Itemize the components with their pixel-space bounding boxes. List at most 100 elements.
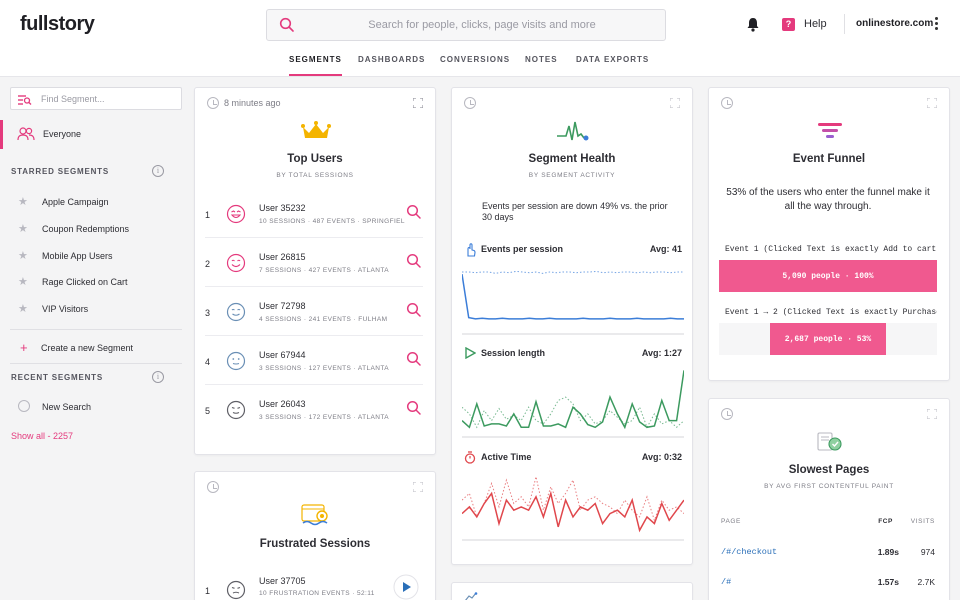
search-input[interactable] (307, 10, 657, 40)
user-name[interactable]: User 72798 (259, 301, 306, 311)
page-link[interactable]: /# (721, 577, 732, 587)
search-user-icon[interactable] (406, 351, 422, 370)
funnel-step-label: Event 1 → 2 (Clicked Text is exactly Pur… (725, 308, 937, 317)
frustrated-browser-icon (301, 504, 331, 529)
segment-label: Coupon Redemptions (42, 224, 130, 234)
sidebar-divider (10, 329, 182, 330)
global-search[interactable] (266, 9, 666, 41)
help-label: Help (804, 18, 827, 30)
metric-header: Session length Avg: 1:27 (464, 346, 682, 361)
card-title: Segment Health (528, 153, 616, 165)
search-user-icon[interactable] (406, 253, 422, 272)
recent-segment-item[interactable]: New Search (0, 398, 186, 416)
starred-segment-item[interactable]: ★ Apple Campaign (0, 193, 186, 213)
user-name[interactable]: User 26043 (259, 399, 306, 409)
find-segment-input[interactable] (41, 88, 179, 109)
slowest-pages-card: Slowest Pages BY AVG FIRST CONTENTFUL PA… (708, 398, 950, 600)
column-header-page: PAGE (721, 518, 741, 525)
kebab-menu-icon[interactable] (935, 17, 939, 32)
filter-search-icon (18, 94, 32, 108)
happy-face-icon (226, 204, 246, 227)
user-row[interactable]: 3 User 72798 4 SESSIONS · 241 EVENTS · F… (205, 288, 423, 336)
main-tabs: SEGMENTS DASHBOARDS CONVERSIONS NOTES DA… (0, 52, 960, 77)
fcp-value: 1.89s (877, 547, 899, 557)
star-icon[interactable]: ★ (18, 196, 28, 208)
column-header-fcp[interactable]: FCP (878, 518, 893, 525)
expand-icon[interactable] (412, 97, 424, 109)
user-row[interactable]: 2 User 26815 7 SESSIONS · 427 EVENTS · A… (205, 239, 423, 287)
segment-everyone[interactable]: Everyone (0, 120, 186, 149)
session-row[interactable]: 1 User 37705 10 FRUSTRATION EVENTS · 52:… (205, 566, 423, 600)
segments-sidebar: Everyone STARRED SEGMENTS i ★ Apple Camp… (0, 77, 186, 600)
segment-label: Apple Campaign (42, 197, 109, 207)
segment-health-card: Segment Health BY SEGMENT ACTIVITY Event… (451, 87, 693, 565)
visits-value: 974 (920, 547, 935, 557)
prior-period-line (462, 396, 684, 429)
starred-segment-item[interactable]: ★ Rage Clicked on Cart (0, 273, 186, 293)
expand-icon[interactable] (926, 408, 938, 420)
play-session-button[interactable] (393, 574, 419, 600)
help-button[interactable]: ? Help (782, 16, 827, 32)
starred-segment-item[interactable]: ★ VIP Visitors (0, 300, 186, 320)
expand-icon[interactable] (669, 97, 681, 109)
tab-conversions[interactable]: CONVERSIONS (440, 55, 511, 64)
hand-pointer-icon (464, 243, 476, 260)
page-link[interactable]: /#/checkout (721, 547, 778, 557)
segment-label: Rage Clicked on Cart (42, 277, 128, 287)
user-name[interactable]: User 37705 (259, 576, 306, 586)
create-segment-button[interactable]: + Create a new Segment (0, 340, 186, 358)
star-icon[interactable]: ★ (18, 250, 28, 262)
column-header-visits[interactable]: VISITS (910, 518, 935, 525)
funnel-bar[interactable]: 5,090 people · 100% (719, 260, 937, 292)
starred-segment-item[interactable]: ★ Mobile App Users (0, 247, 186, 267)
top-bar: fullstory ? Help onlinestore.com SEGMENT… (0, 0, 960, 77)
events-per-session-chart (462, 270, 684, 335)
star-icon[interactable]: ★ (18, 223, 28, 235)
user-name[interactable]: User 35232 (259, 203, 306, 213)
tab-data-exports[interactable]: DATA EXPORTS (576, 55, 650, 64)
card-title: Slowest Pages (788, 464, 870, 476)
starred-segment-item[interactable]: ★ Coupon Redemptions (0, 220, 186, 240)
search-user-icon[interactable] (406, 302, 422, 321)
org-switcher[interactable]: onlinestore.com (856, 18, 934, 29)
search-user-icon[interactable] (406, 204, 422, 223)
star-icon[interactable]: ★ (18, 303, 28, 315)
circle-icon (18, 400, 30, 412)
funnel-bar[interactable]: 2,687 people · 53% (770, 323, 886, 355)
expand-icon[interactable] (412, 481, 424, 493)
table-row[interactable]: /# 1.57s 2.7K (709, 574, 947, 594)
users-icon (17, 127, 35, 144)
metric-label: Session length (481, 348, 546, 358)
current-period-line (462, 273, 684, 320)
find-segment[interactable] (10, 87, 182, 110)
pulse-icon (556, 120, 590, 145)
clock-icon (721, 97, 733, 109)
user-row[interactable]: 1 User 35232 10 SESSIONS · 487 EVENTS · … (205, 190, 423, 238)
show-all-link[interactable]: Show all - 2257 (11, 431, 74, 441)
table-row[interactable]: /#/checkout 1.89s 974 (709, 544, 947, 564)
expand-icon[interactable] (926, 97, 938, 109)
prior-period-line (462, 476, 684, 522)
visits-value: 2.7K (917, 577, 936, 587)
card-subtitle: BY AVG FIRST CONTENTFUL PAINT (764, 483, 894, 490)
user-row[interactable]: 5 User 26043 3 SESSIONS · 172 EVENTS · A… (205, 386, 423, 434)
fullstory-logo[interactable]: fullstory (20, 13, 95, 35)
rank: 4 (205, 357, 211, 367)
info-icon[interactable]: i (152, 165, 164, 177)
tab-dashboards[interactable]: DASHBOARDS (358, 55, 426, 64)
current-period-line (462, 490, 684, 533)
tab-segments[interactable]: SEGMENTS (289, 55, 342, 76)
tab-notes[interactable]: NOTES (525, 55, 558, 64)
bell-icon[interactable] (746, 17, 760, 35)
search-user-icon[interactable] (406, 400, 422, 419)
star-icon[interactable]: ★ (18, 276, 28, 288)
info-icon[interactable]: i (152, 371, 164, 383)
user-name[interactable]: User 26815 (259, 252, 306, 262)
rank: 3 (205, 308, 211, 318)
top-users-card: 8 minutes ago Top Users BY TOTAL SESSION… (194, 87, 436, 455)
user-name[interactable]: User 67944 (259, 350, 306, 360)
card-subtitle: BY TOTAL SESSIONS (276, 172, 354, 179)
create-segment-label: Create a new Segment (41, 343, 134, 353)
user-row[interactable]: 4 User 67944 3 SESSIONS · 127 EVENTS · A… (205, 337, 423, 385)
card-title: Top Users (287, 153, 343, 165)
